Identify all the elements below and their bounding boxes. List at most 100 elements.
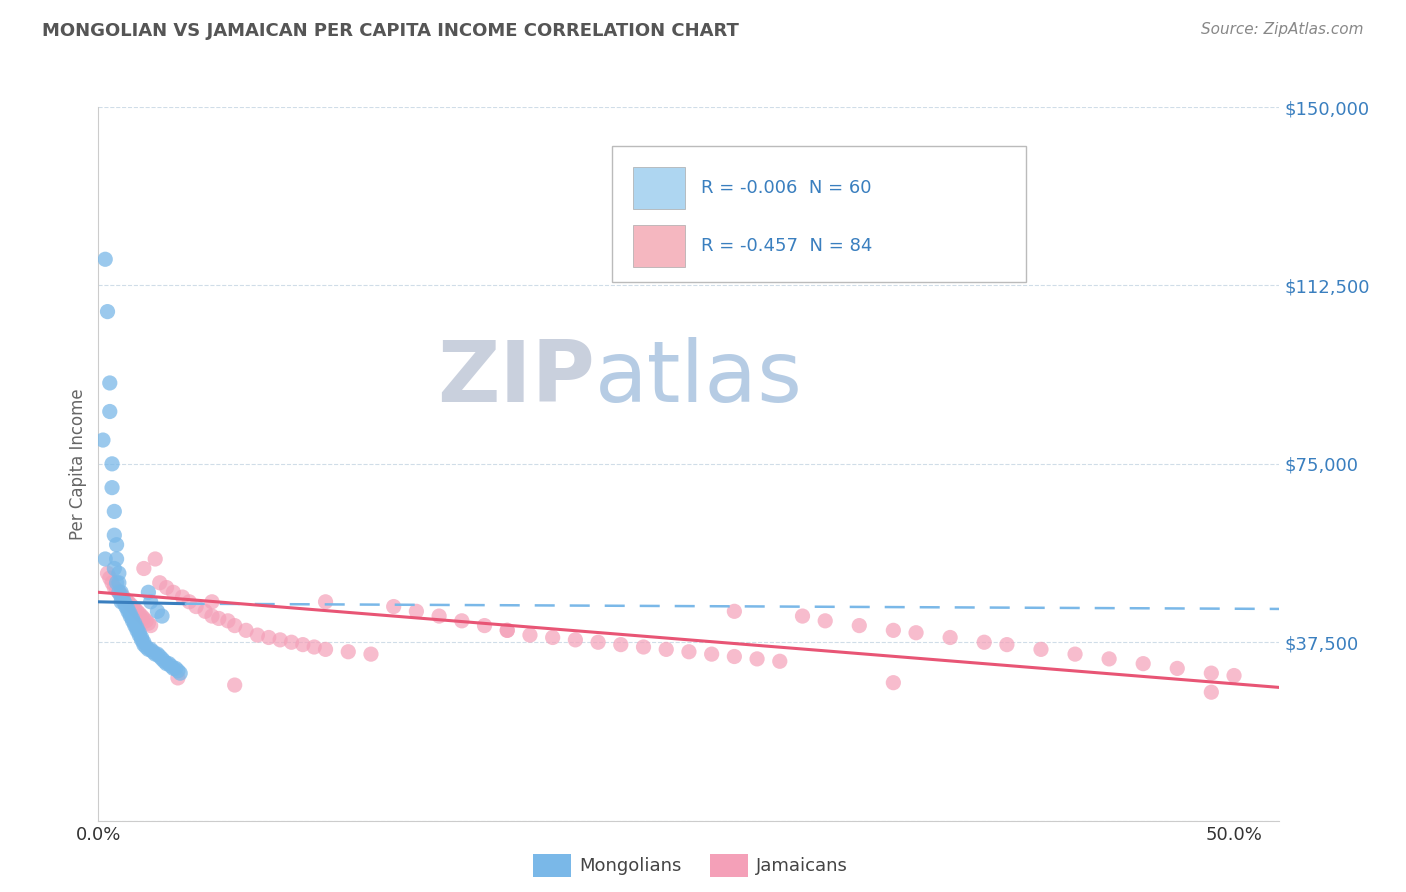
- Point: [1132, 657, 1154, 671]
- Point: [114, 599, 136, 614]
- Point: [162, 585, 184, 599]
- Point: [162, 661, 184, 675]
- Point: [105, 582, 128, 597]
- Point: [91, 433, 114, 447]
- Point: [108, 566, 131, 581]
- Point: [96, 566, 118, 581]
- Point: [103, 561, 125, 575]
- Point: [132, 611, 155, 625]
- Point: [179, 595, 201, 609]
- Point: [125, 604, 148, 618]
- Point: [160, 659, 183, 673]
- Point: [150, 652, 173, 666]
- Point: [208, 611, 231, 625]
- Point: [519, 628, 541, 642]
- Point: [103, 528, 125, 542]
- Point: [905, 625, 928, 640]
- Point: [121, 599, 143, 614]
- Point: [112, 592, 135, 607]
- Point: [700, 647, 723, 661]
- Point: [105, 575, 128, 590]
- Point: [110, 585, 132, 599]
- Point: [541, 631, 564, 645]
- Point: [291, 638, 314, 652]
- Point: [146, 604, 169, 618]
- Point: [745, 652, 768, 666]
- Point: [1098, 652, 1121, 666]
- Point: [769, 654, 792, 668]
- Point: [184, 599, 207, 614]
- Point: [117, 604, 139, 618]
- Point: [973, 635, 995, 649]
- Point: [382, 599, 405, 614]
- Point: [235, 624, 257, 638]
- Point: [112, 590, 135, 604]
- Point: [564, 632, 586, 647]
- Text: atlas: atlas: [595, 336, 803, 420]
- Point: [1064, 647, 1087, 661]
- Point: [98, 404, 121, 418]
- Point: [360, 647, 382, 661]
- Point: [167, 664, 190, 678]
- Point: [217, 614, 239, 628]
- Point: [201, 595, 224, 609]
- Point: [112, 595, 135, 609]
- Point: [1201, 666, 1223, 681]
- Point: [723, 649, 745, 664]
- Text: ZIP: ZIP: [437, 336, 595, 420]
- Point: [610, 638, 633, 652]
- Point: [150, 609, 173, 624]
- Point: [586, 635, 609, 649]
- Point: [143, 647, 166, 661]
- Point: [155, 657, 177, 671]
- Point: [474, 618, 496, 632]
- Point: [120, 597, 142, 611]
- Point: [135, 640, 157, 654]
- Point: [139, 642, 162, 657]
- Point: [132, 638, 155, 652]
- Point: [121, 611, 143, 625]
- Point: [138, 616, 160, 631]
- Point: [155, 581, 177, 595]
- Point: [405, 604, 427, 618]
- Point: [121, 614, 143, 628]
- Point: [496, 624, 519, 638]
- Point: [138, 642, 160, 657]
- Point: [98, 571, 121, 585]
- Point: [117, 595, 139, 609]
- Point: [131, 631, 153, 645]
- Point: [165, 661, 187, 675]
- Point: [94, 252, 117, 267]
- Point: [1029, 642, 1052, 657]
- Point: [995, 638, 1018, 652]
- Point: [450, 614, 472, 628]
- FancyBboxPatch shape: [634, 167, 685, 209]
- Point: [224, 618, 246, 632]
- Point: [169, 666, 191, 681]
- Point: [98, 376, 121, 390]
- Point: [723, 604, 745, 618]
- Text: R = -0.457  N = 84: R = -0.457 N = 84: [700, 237, 872, 255]
- Point: [131, 632, 153, 647]
- Point: [124, 616, 146, 631]
- FancyBboxPatch shape: [710, 855, 748, 877]
- Point: [108, 575, 131, 590]
- Point: [124, 602, 146, 616]
- Point: [143, 552, 166, 566]
- Point: [125, 621, 148, 635]
- Point: [120, 607, 142, 621]
- Point: [101, 575, 124, 590]
- Point: [201, 609, 224, 624]
- Text: Mongolians: Mongolians: [579, 856, 682, 874]
- Point: [124, 618, 146, 632]
- Point: [105, 538, 128, 552]
- Point: [103, 581, 125, 595]
- Point: [101, 457, 124, 471]
- Point: [149, 575, 172, 590]
- Text: MONGOLIAN VS JAMAICAN PER CAPITA INCOME CORRELATION CHART: MONGOLIAN VS JAMAICAN PER CAPITA INCOME …: [42, 22, 740, 40]
- Point: [128, 607, 150, 621]
- Point: [167, 671, 190, 685]
- Point: [117, 602, 139, 616]
- Point: [94, 552, 117, 566]
- Point: [110, 590, 132, 604]
